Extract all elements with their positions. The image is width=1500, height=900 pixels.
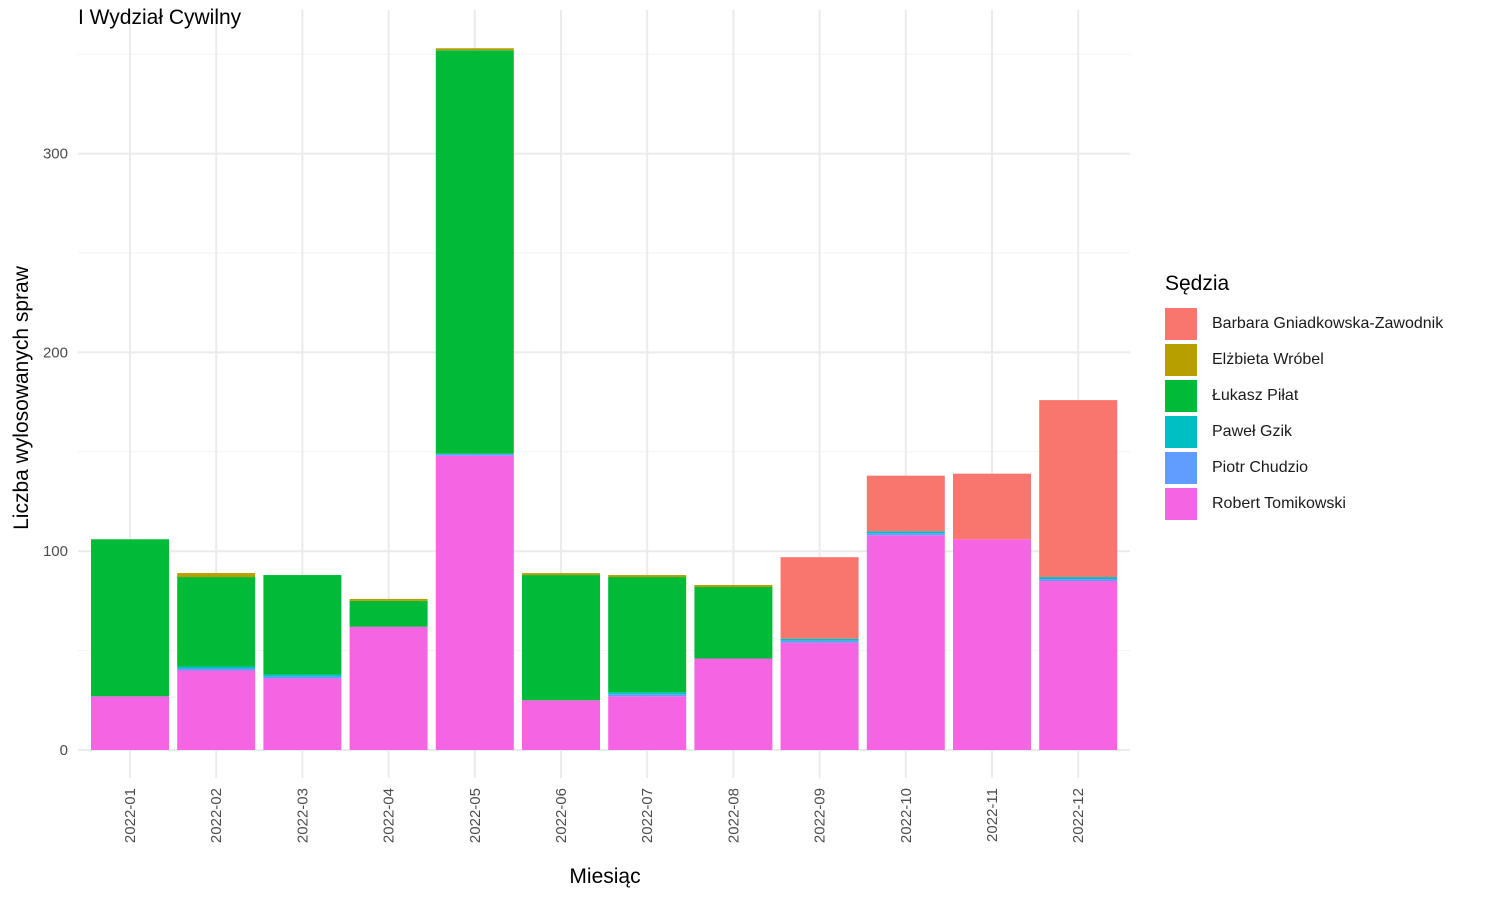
bar-segment <box>349 598 428 601</box>
x-tick-label: 2022-09 <box>812 788 829 843</box>
bar-segment <box>263 674 342 677</box>
x-tick-label: 2022-12 <box>1070 788 1087 843</box>
legend-label: Łukasz Piłat <box>1212 387 1299 404</box>
bar-segment <box>435 453 514 456</box>
bar-segment <box>953 473 1031 540</box>
bar-segment <box>177 670 256 750</box>
bar-segment <box>177 666 256 669</box>
legend-label: Paweł Gzik <box>1212 423 1293 440</box>
bar-segment <box>866 535 945 750</box>
bar-segment <box>608 694 687 697</box>
x-tick-label: 2022-06 <box>553 788 570 843</box>
bar-segment <box>1039 400 1118 578</box>
bar-segment <box>780 642 859 750</box>
bar-segment <box>522 575 600 701</box>
bar-segment <box>866 475 945 532</box>
legend-label: Robert Tomikowski <box>1212 495 1346 512</box>
bar-segment <box>263 575 342 675</box>
legend-swatch <box>1165 308 1197 340</box>
bar-segment <box>177 668 256 671</box>
legend-item: Paweł Gzik <box>1165 414 1443 450</box>
x-tick-label: 2022-10 <box>898 788 915 843</box>
bar-segment <box>263 678 342 750</box>
legend-item: Łukasz Piłat <box>1165 378 1443 414</box>
bar-segment <box>177 577 256 667</box>
bar-segment <box>780 557 859 639</box>
x-tick-label: 2022-07 <box>639 788 656 843</box>
legend-swatch <box>1165 488 1197 520</box>
legend-label: Elżbieta Wróbel <box>1212 351 1324 368</box>
y-tick-label: 0 <box>60 742 68 759</box>
x-tick-label: 2022-08 <box>725 788 742 843</box>
legend-label: Piotr Chudzio <box>1212 459 1309 476</box>
legend-items: Barbara Gniadkowska-Zawodnik Elżbieta Wró… <box>1165 306 1443 522</box>
bar-segment <box>349 626 428 750</box>
y-axis-label: Liczba wylosowanych spraw <box>10 266 33 530</box>
x-axis-ticks: 2022-01 2022-02 2022-03 2022-04 2022-05 2022-… <box>122 788 1087 843</box>
bar-segment <box>91 539 169 697</box>
legend-item: Elżbieta Wróbel <box>1165 342 1443 378</box>
legend-swatch <box>1165 344 1197 376</box>
legend-item: Piotr Chudzio <box>1165 450 1443 486</box>
bar-segment <box>780 638 859 641</box>
bar-segment <box>866 533 945 536</box>
legend-item: Barbara Gniadkowska-Zawodnik <box>1165 306 1443 342</box>
bar-segment <box>1039 581 1118 750</box>
bar-segment <box>608 692 687 695</box>
bar-segment <box>953 539 1031 750</box>
bar-segment <box>608 575 687 578</box>
x-tick-label: 2022-04 <box>381 788 398 843</box>
legend-title: Sędzia <box>1165 272 1230 295</box>
legend-label: Barbara Gniadkowska-Zawodnik <box>1212 315 1444 332</box>
bar-segment <box>694 658 773 750</box>
bar-segment <box>694 586 773 659</box>
bar-segment <box>91 696 169 750</box>
x-tick-label: 2022-01 <box>122 788 139 843</box>
bar-segment <box>435 48 514 51</box>
legend-item: Robert Tomikowski <box>1165 486 1443 522</box>
legend-swatch <box>1165 452 1197 484</box>
x-tick-label: 2022-02 <box>208 788 225 843</box>
x-tick-label: 2022-03 <box>294 788 311 843</box>
bar-segment <box>349 600 428 627</box>
y-tick-label: 100 <box>43 543 68 560</box>
bar-segment <box>1039 579 1118 582</box>
y-axis-ticks: 0 100 200 300 <box>43 146 68 759</box>
bar-segment <box>608 696 687 750</box>
bar-segment <box>177 573 256 578</box>
bar-segment <box>263 676 342 679</box>
bar-segment <box>866 531 945 534</box>
x-tick-label: 2022-05 <box>467 788 484 843</box>
x-axis-label: Miesiąc <box>569 865 641 888</box>
bar-segment <box>1039 577 1118 580</box>
bar-segment <box>608 577 687 693</box>
y-tick-label: 300 <box>43 146 68 163</box>
x-tick-label: 2022-11 <box>984 788 1001 842</box>
y-tick-label: 200 <box>43 344 68 361</box>
bar-segment <box>435 455 514 750</box>
legend-swatch <box>1165 416 1197 448</box>
bar-segment <box>435 50 514 454</box>
legend-swatch <box>1165 380 1197 412</box>
bar-segment <box>522 573 600 576</box>
legend: Sędzia Barbara Gniadkowska-Zawodnik Elżbi… <box>1165 272 1443 522</box>
bar-segment <box>522 700 600 750</box>
bars <box>91 48 1118 750</box>
chart-title: I Wydział Cywilny <box>78 6 242 29</box>
bar-segment <box>694 584 773 587</box>
bar-segment <box>780 640 859 643</box>
